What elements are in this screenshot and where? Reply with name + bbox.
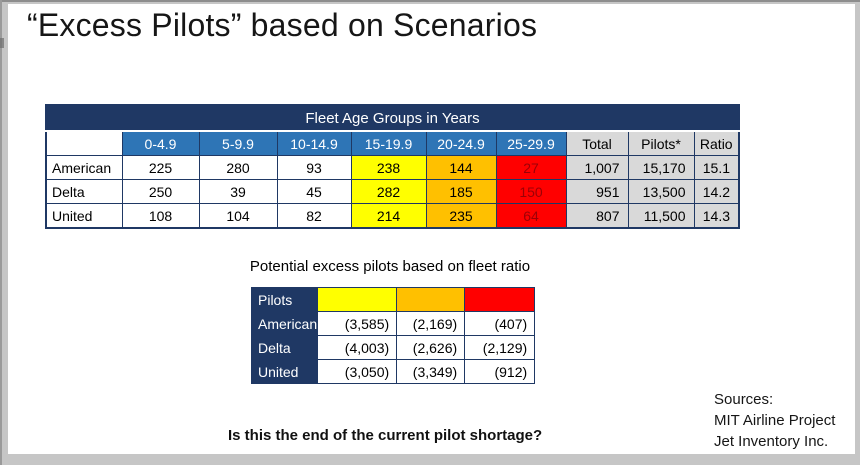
- col-header-cell: 20-24.9: [425, 130, 497, 156]
- value-cell: 185: [425, 179, 497, 204]
- airline-cell: Delta: [45, 179, 123, 204]
- value-cell: (912): [464, 359, 536, 384]
- fleet-table-title: Fleet Age Groups in Years: [45, 104, 740, 132]
- value-cell: (4,003): [317, 335, 398, 360]
- value-cell: (3,349): [396, 359, 466, 384]
- value-cell: 1,007: [565, 155, 629, 180]
- value-cell: 238: [350, 155, 427, 180]
- value-cell: 14.2: [693, 179, 740, 204]
- excess-table-caption: Potential excess pilots based on fleet r…: [249, 258, 531, 275]
- red-swatch-cell: [464, 287, 536, 312]
- value-cell: 225: [121, 155, 200, 180]
- value-cell: 108: [121, 203, 200, 229]
- sources-block: Sources: MIT Airline Project Jet Invento…: [714, 389, 835, 452]
- airline-cell: American: [45, 155, 123, 180]
- orange-swatch-cell: [396, 287, 466, 312]
- excess-table-header-row: Pilots: [250, 287, 536, 312]
- value-cell: 11,500: [627, 203, 695, 229]
- col-header-cell: Pilots*: [627, 130, 695, 156]
- fleet-table-header-row: 0-4.9 5-9.9 10-14.9 15-19.9 20-24.9 25-2…: [45, 130, 740, 156]
- value-cell: 14.3: [693, 203, 740, 229]
- value-cell: 150: [495, 179, 567, 204]
- value-cell: 214: [350, 203, 427, 229]
- airline-cell: United: [250, 359, 319, 384]
- col-header-cell: Total: [565, 130, 629, 156]
- pilots-header-cell: Pilots: [250, 287, 319, 312]
- slide-canvas: [8, 4, 855, 454]
- value-cell: (2,169): [396, 311, 466, 336]
- value-cell: 15,170: [627, 155, 695, 180]
- value-cell: (3,585): [317, 311, 398, 336]
- value-cell: 951: [565, 179, 629, 204]
- slide-title: “Excess Pilots” based on Scenarios: [27, 7, 538, 43]
- value-cell: 64: [495, 203, 567, 229]
- value-cell: 144: [425, 155, 497, 180]
- airline-cell: United: [45, 203, 123, 229]
- col-header-cell: 5-9.9: [198, 130, 278, 156]
- value-cell: 27: [495, 155, 567, 180]
- value-cell: 39: [198, 179, 278, 204]
- col-header-cell: 15-19.9: [350, 130, 427, 156]
- yellow-swatch-cell: [317, 287, 398, 312]
- value-cell: 280: [198, 155, 278, 180]
- airline-cell: Delta: [250, 335, 319, 360]
- value-cell: 282: [350, 179, 427, 204]
- value-cell: (2,626): [396, 335, 466, 360]
- airline-cell: American: [250, 311, 319, 336]
- table-row: Delta (4,003) (2,626) (2,129): [250, 335, 536, 360]
- value-cell: 45: [276, 179, 352, 204]
- table-row: United (3,050) (3,349) (912): [250, 359, 536, 384]
- value-cell: 235: [425, 203, 497, 229]
- source-line: Jet Inventory Inc.: [714, 433, 829, 450]
- col-header-cell: 25-29.9: [495, 130, 567, 156]
- value-cell: 93: [276, 155, 352, 180]
- col-header-cell: 0-4.9: [121, 130, 200, 156]
- value-cell: 13,500: [627, 179, 695, 204]
- value-cell: (2,129): [464, 335, 536, 360]
- value-cell: 15.1: [693, 155, 740, 180]
- value-cell: 104: [198, 203, 278, 229]
- value-cell: 250: [121, 179, 200, 204]
- sources-label: Sources:: [714, 391, 774, 408]
- edge-artifact: [0, 38, 4, 48]
- fleet-table-title-row: Fleet Age Groups in Years: [45, 104, 740, 132]
- value-cell: (407): [464, 311, 536, 336]
- col-header-cell: 10-14.9: [276, 130, 352, 156]
- value-cell: (3,050): [317, 359, 398, 384]
- table-row: American 225 280 93 238 144 27 1,007 15,…: [45, 155, 740, 180]
- source-line: MIT Airline Project: [714, 412, 836, 429]
- question-text: Is this the end of the current pilot sho…: [228, 427, 543, 444]
- corner-cell: [45, 130, 123, 156]
- value-cell: 807: [565, 203, 629, 229]
- value-cell: 82: [276, 203, 352, 229]
- table-row: Delta 250 39 45 282 185 150 951 13,500 1…: [45, 179, 740, 204]
- fleet-age-table: Fleet Age Groups in Years 0-4.9 5-9.9 10…: [45, 104, 740, 229]
- col-header-cell: Ratio: [693, 130, 740, 156]
- table-row: American (3,585) (2,169) (407): [250, 311, 536, 336]
- excess-pilots-table: Pilots American (3,585) (2,169) (407) De…: [250, 287, 536, 384]
- table-row: United 108 104 82 214 235 64 807 11,500 …: [45, 203, 740, 229]
